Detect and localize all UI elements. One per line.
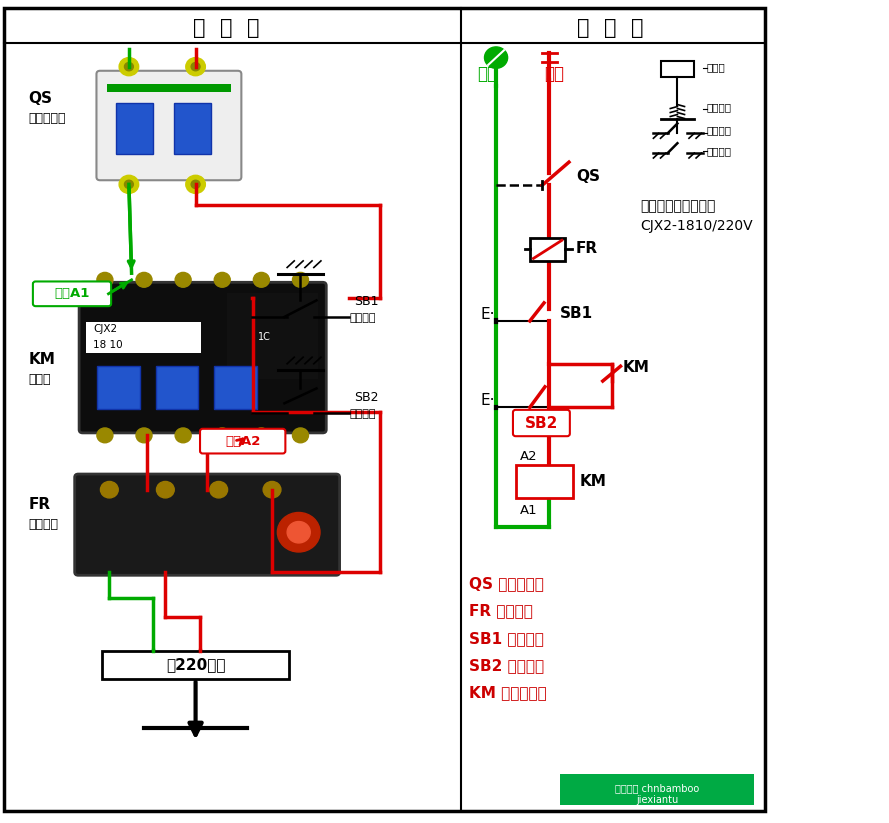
- FancyBboxPatch shape: [96, 71, 242, 180]
- Circle shape: [253, 272, 269, 287]
- Text: SB1 停止按钮: SB1 停止按钮: [469, 630, 544, 646]
- Circle shape: [175, 428, 191, 443]
- FancyBboxPatch shape: [513, 410, 570, 436]
- Text: 线圈A1: 线圈A1: [54, 287, 90, 300]
- Text: 接触器: 接触器: [28, 373, 51, 386]
- Text: 常闭触头: 常闭触头: [707, 125, 732, 135]
- Text: KM: KM: [28, 351, 55, 367]
- Text: FR: FR: [576, 241, 598, 257]
- Text: 百度知道 chnbamboo: 百度知道 chnbamboo: [615, 783, 699, 793]
- Text: E·: E·: [480, 393, 494, 408]
- Bar: [116, 103, 154, 154]
- Text: FR 热继电器: FR 热继电器: [469, 603, 533, 619]
- Text: 常开触头: 常开触头: [707, 146, 732, 156]
- Circle shape: [485, 47, 508, 68]
- Circle shape: [136, 428, 152, 443]
- Text: 空气断路器: 空气断路器: [28, 112, 66, 125]
- Circle shape: [214, 272, 230, 287]
- Bar: [516, 465, 573, 498]
- Text: SB2 启动按钮: SB2 启动按钮: [469, 658, 545, 673]
- Text: QS: QS: [28, 91, 52, 106]
- Circle shape: [191, 63, 200, 71]
- Circle shape: [292, 272, 308, 287]
- Circle shape: [124, 63, 133, 71]
- Circle shape: [156, 481, 174, 498]
- Bar: [214, 366, 257, 409]
- Text: SB1: SB1: [354, 295, 379, 308]
- Circle shape: [277, 513, 320, 552]
- Circle shape: [119, 58, 139, 76]
- Text: A1: A1: [520, 504, 538, 518]
- Text: FR: FR: [28, 496, 51, 512]
- Text: CJX2: CJX2: [93, 323, 117, 333]
- Circle shape: [214, 428, 230, 443]
- Text: 注：交流接触器选用: 注：交流接触器选用: [640, 199, 716, 213]
- Text: 1C: 1C: [258, 332, 271, 342]
- Text: SB2: SB2: [354, 391, 379, 404]
- Circle shape: [175, 272, 191, 287]
- Circle shape: [119, 175, 139, 193]
- Circle shape: [186, 58, 205, 76]
- Circle shape: [253, 428, 269, 443]
- Bar: [86, 322, 202, 353]
- Circle shape: [97, 272, 113, 287]
- FancyBboxPatch shape: [200, 429, 285, 453]
- FancyBboxPatch shape: [75, 474, 340, 575]
- Bar: [560, 774, 754, 805]
- Circle shape: [287, 522, 310, 543]
- Text: 原  理  图: 原 理 图: [577, 18, 643, 38]
- Text: CJX2-1810/220V: CJX2-1810/220V: [640, 220, 753, 234]
- Text: 接220电机: 接220电机: [166, 658, 225, 672]
- Text: 线圈A2: 线圈A2: [225, 435, 260, 448]
- Text: 复位弹簧: 复位弹簧: [707, 102, 732, 112]
- Bar: [107, 84, 231, 92]
- Circle shape: [97, 428, 113, 443]
- Circle shape: [186, 175, 205, 193]
- Bar: [174, 103, 212, 154]
- FancyBboxPatch shape: [79, 282, 326, 433]
- FancyBboxPatch shape: [33, 281, 111, 306]
- Bar: [661, 61, 694, 77]
- Circle shape: [210, 481, 228, 498]
- Text: E·: E·: [480, 306, 494, 322]
- Circle shape: [263, 481, 281, 498]
- Text: QS: QS: [576, 169, 600, 184]
- Text: A2: A2: [520, 450, 538, 463]
- Text: 启动按钮: 启动按钮: [349, 409, 376, 419]
- Text: KM 交流接触器: KM 交流接触器: [469, 685, 547, 700]
- Bar: [156, 366, 198, 409]
- Text: 实  物  图: 实 物 图: [194, 18, 260, 38]
- Text: 18 10: 18 10: [93, 340, 123, 350]
- Text: KM: KM: [622, 360, 649, 375]
- Text: SB2: SB2: [525, 416, 558, 430]
- Text: jiexiantu: jiexiantu: [636, 795, 678, 805]
- Circle shape: [124, 180, 133, 188]
- Text: 火线: 火线: [544, 65, 564, 83]
- Text: 热继电器: 热继电器: [28, 518, 59, 532]
- Text: KM: KM: [580, 473, 606, 489]
- Text: QS 空气断路器: QS 空气断路器: [469, 576, 544, 592]
- Circle shape: [191, 180, 200, 188]
- Bar: [97, 366, 140, 409]
- Text: 停止按钮: 停止按钮: [349, 313, 376, 323]
- Text: SB1: SB1: [560, 305, 593, 321]
- Text: 按钮帽: 按钮帽: [707, 62, 725, 72]
- Bar: [102, 651, 289, 679]
- Bar: [4, 8, 765, 811]
- Text: 零线: 零线: [477, 65, 497, 83]
- Circle shape: [292, 428, 308, 443]
- Circle shape: [100, 481, 118, 498]
- Circle shape: [136, 272, 152, 287]
- Bar: [227, 293, 318, 379]
- Bar: [530, 238, 565, 261]
